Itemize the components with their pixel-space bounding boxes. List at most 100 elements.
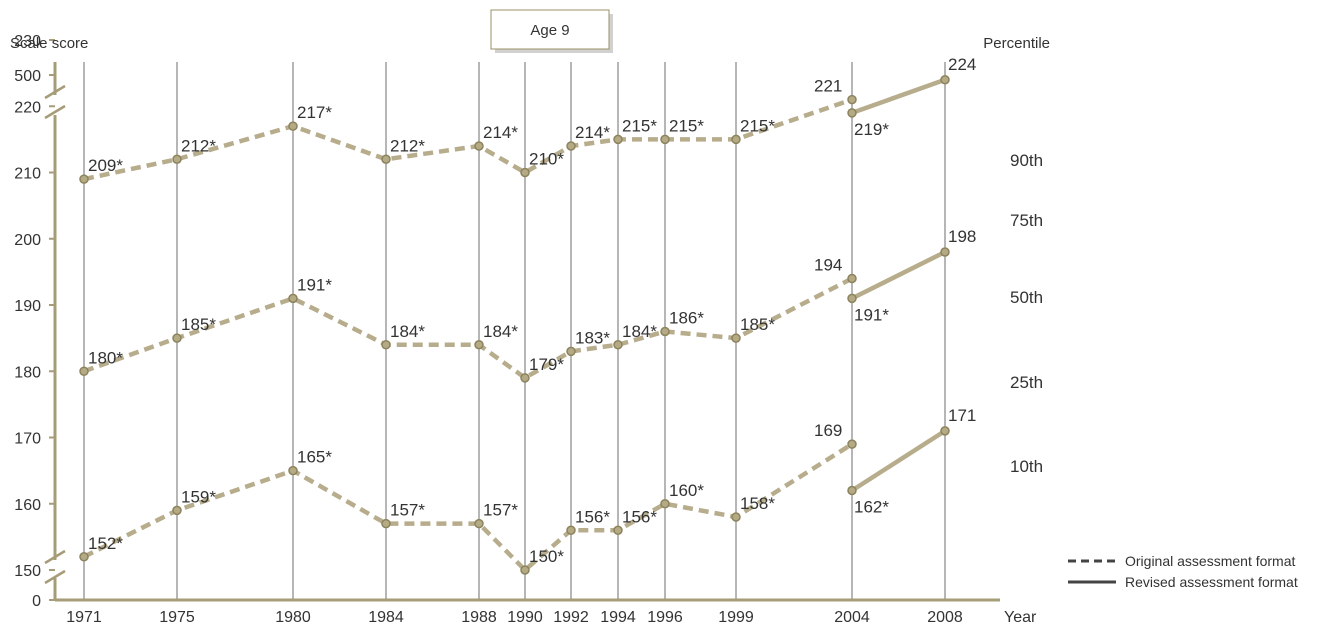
data-point [172,154,182,164]
data-label: 210* [529,150,564,169]
data-point-revised [940,247,950,257]
data-point [613,134,623,145]
data-label: 215* [622,116,657,135]
data-label: 156* [575,507,610,526]
data-point [474,340,484,350]
data-label: 191* [297,275,332,294]
data-label: 212* [181,136,216,155]
y-tick-label: 160 [14,497,41,514]
data-label: 184* [390,322,425,341]
legend-label-original: Original assessment format [1125,553,1296,569]
data-point [474,141,484,151]
data-point-revised [847,485,857,496]
data-point [731,333,741,343]
data-point [381,518,391,529]
data-point [381,340,391,350]
x-tick-label: 1994 [600,609,636,626]
data-point [520,373,530,383]
y-tick-label: 0 [32,593,41,610]
data-label: 150* [529,547,564,566]
data-label-revised: 198 [948,227,976,246]
data-label: 221 [814,77,842,96]
percentile-label-90th: 90th [1010,151,1043,170]
data-label: 157* [483,501,518,520]
data-label: 157* [390,501,425,520]
x-tick-label: 1984 [368,609,404,626]
y-tick-label: 210 [14,166,41,183]
data-label: 184* [622,322,657,341]
data-point [731,512,741,522]
x-tick-label: 1971 [66,609,102,626]
data-label: 215* [669,116,704,135]
series-line-original-50th [83,97,853,182]
x-tick-label: 1992 [553,609,589,626]
x-tick-label: 1980 [275,609,311,626]
data-point [660,326,670,337]
data-point [79,174,89,184]
y-tick-label: 200 [14,232,41,249]
chart-title-box: Age 9 [490,9,613,53]
y-tick-label: 170 [14,431,41,448]
data-point [381,154,391,164]
data-label: 186* [669,309,704,328]
data-point-revised [847,108,857,118]
x-tick-label: 1988 [461,609,497,626]
y-tick-label: 180 [14,364,41,381]
data-label: 180* [88,348,123,367]
data-point [847,273,857,284]
percentile-label-75th: 75th [1010,211,1043,230]
x-tick-label: 1990 [507,609,543,626]
data-label: 214* [483,123,518,142]
series-line-original-25th [83,276,854,381]
data-point [660,134,670,145]
data-label: 152* [88,534,123,553]
data-label: 160* [669,481,704,500]
x-tick-label: 2004 [834,609,870,626]
axes: 0150160170180190200210220230240250260270… [14,33,1000,610]
data-point [566,141,576,151]
data-label: 184* [483,322,518,341]
y-axis-title: Scale score [10,35,88,52]
legend-label-revised: Revised assessment format [1125,574,1298,590]
x-tick-label: 2008 [927,609,963,626]
data-label: 217* [297,103,332,122]
data-point-revised [940,75,950,85]
x-axis-title: Year [1004,609,1037,626]
data-label-revised: 162* [854,498,889,517]
chart-title: Age 9 [530,22,569,39]
data-label: 215* [740,116,775,135]
data-point [288,465,298,476]
data-label: 194 [814,256,842,275]
data-point-revised [940,426,950,436]
data-point-revised [847,293,857,304]
axis-break-mark [44,549,66,565]
data-point [520,167,530,178]
data-point [79,552,89,562]
data-labels: 1971 1975 1980 1984 1988 1990 1992 1994 1996 1999… [66,55,1043,626]
data-label-revised: 224 [948,55,976,74]
data-point [613,340,623,350]
data-label: 156* [622,507,657,526]
data-point [520,565,530,575]
series-line-revised-25th [850,249,947,301]
data-label: 169 [814,421,842,440]
data-point [172,505,182,516]
x-tick-label: 1975 [159,609,195,626]
data-label: 179* [529,355,564,374]
data-point [847,94,857,105]
data-label: 185* [181,315,216,334]
right-axis-title: Percentile [983,35,1050,52]
series-line-revised-50th [851,77,946,115]
y-tick-label: 500 [14,68,41,85]
data-point [288,121,298,131]
legend: Original assessment format Revised asses… [1068,553,1298,590]
data-label: 209* [88,156,123,175]
data-point [566,525,576,535]
percentile-label-50th: 50th [1010,288,1043,307]
data-label: 158* [740,494,775,513]
data-label: 183* [575,328,610,347]
percentile-label-10th: 10th [1010,457,1043,476]
data-point [731,134,741,145]
series-lines [82,77,947,574]
